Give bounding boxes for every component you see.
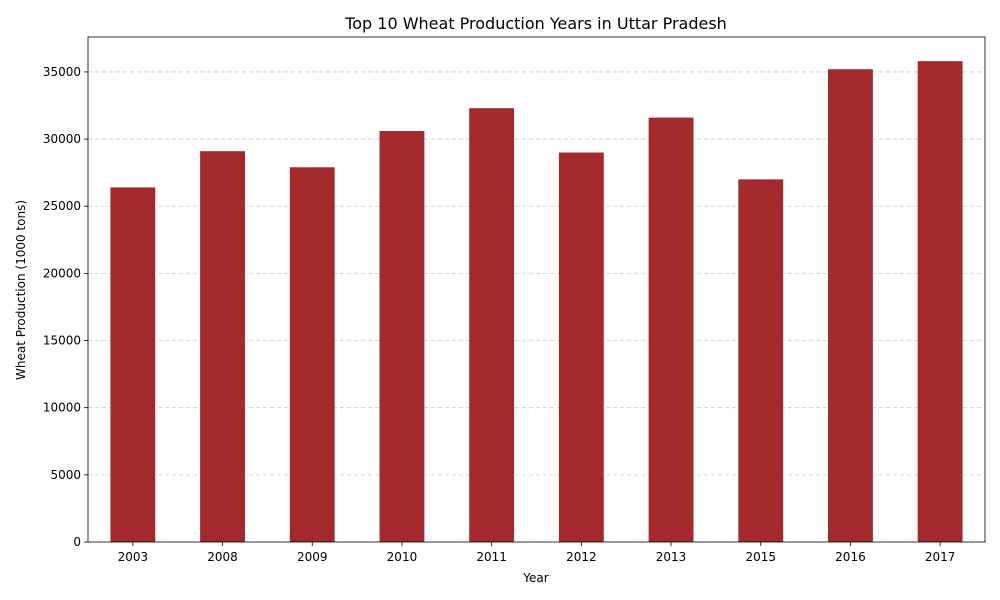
x-tick-label: 2008 xyxy=(207,550,238,564)
bar-2016 xyxy=(828,69,873,542)
y-axis-ticks: 0 5000 10000 15000 20000 25000 30000 35000 xyxy=(43,65,88,549)
chart-title: Top 10 Wheat Production Years in Uttar P… xyxy=(344,14,727,33)
x-tick-label: 2009 xyxy=(297,550,328,564)
bar-2010 xyxy=(379,131,425,542)
bars xyxy=(110,61,963,543)
x-tick-label: 2016 xyxy=(835,550,866,564)
x-tick-label: 2010 xyxy=(387,550,418,564)
y-tick-label: 5000 xyxy=(50,468,81,482)
bar-2012 xyxy=(558,152,604,543)
y-tick-label: 25000 xyxy=(43,199,81,213)
x-axis-label: Year xyxy=(522,571,548,585)
bar-2015 xyxy=(738,179,784,543)
bar-2011 xyxy=(469,108,515,543)
y-tick-label: 30000 xyxy=(43,132,81,146)
bar-2008 xyxy=(200,151,245,542)
bar-2003 xyxy=(110,187,156,542)
x-tick-label: 2017 xyxy=(925,550,956,564)
bar-2017 xyxy=(917,61,963,542)
y-tick-label: 10000 xyxy=(43,401,81,415)
x-tick-label: 2015 xyxy=(745,550,776,564)
y-tick-label: 15000 xyxy=(43,334,81,348)
x-tick-label: 2012 xyxy=(566,550,597,564)
x-tick-label: 2003 xyxy=(118,550,149,564)
bar-2013 xyxy=(648,117,694,542)
y-tick-label: 20000 xyxy=(43,266,81,280)
plot-frame xyxy=(87,36,986,543)
y-tick-label: 35000 xyxy=(43,65,81,79)
x-tick-label: 2011 xyxy=(476,550,507,564)
y-tick-label: 0 xyxy=(73,535,81,549)
x-axis-ticks: 2003 2008 2009 2010 2011 2012 2013 2015 2016 2017 xyxy=(118,542,956,564)
x-tick-label: 2013 xyxy=(656,550,687,564)
y-axis-label: Wheat Production (1000 tons) xyxy=(14,200,28,380)
bar-2009 xyxy=(289,167,335,543)
